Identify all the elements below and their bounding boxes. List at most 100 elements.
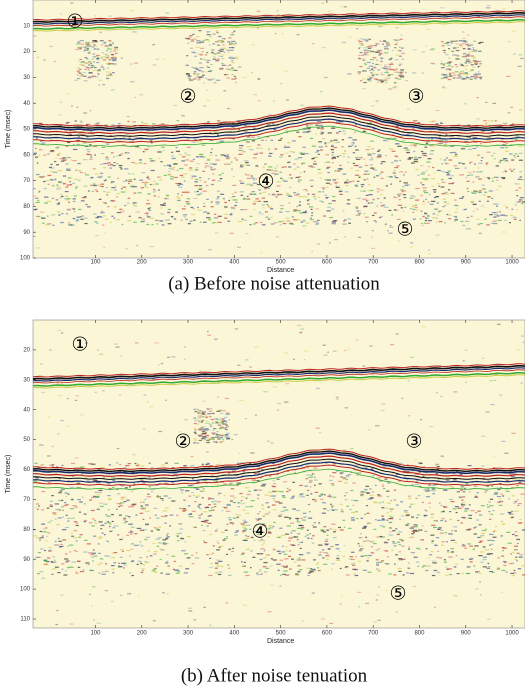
noise-speck [371, 45, 374, 46]
noise-speck [358, 237, 361, 238]
noise-speck [55, 624, 58, 625]
noise-speck [397, 568, 401, 569]
noise-speck [417, 566, 419, 567]
noise-speck [517, 156, 519, 157]
noise-speck [394, 47, 396, 48]
noise-speck [463, 54, 465, 55]
noise-speck [76, 525, 79, 526]
noise-speck [513, 169, 515, 170]
noise-speck [197, 482, 199, 483]
noise-speck [415, 188, 419, 189]
noise-speck [219, 547, 221, 548]
noise-speck [247, 184, 251, 185]
noise-speck [380, 194, 382, 195]
noise-speck [284, 352, 288, 353]
noise-speck [396, 42, 398, 43]
noise-speck [367, 178, 369, 179]
noise-speck [193, 526, 196, 527]
noise-speck [473, 49, 475, 50]
noise-speck [406, 479, 408, 480]
noise-speck [317, 172, 321, 173]
noise-speck [198, 70, 201, 71]
noise-speck [488, 137, 491, 138]
noise-speck [178, 523, 182, 524]
noise-speck [251, 191, 254, 192]
noise-speck [188, 223, 191, 224]
noise-speck [105, 157, 108, 158]
noise-speck [113, 156, 115, 157]
noise-speck [329, 623, 333, 624]
noise-speck [289, 178, 292, 179]
noise-speck [449, 486, 453, 487]
noise-speck [365, 603, 369, 604]
noise-speck [129, 556, 131, 557]
noise-speck [96, 62, 99, 63]
noise-speck [73, 505, 77, 506]
noise-speck [476, 97, 479, 98]
noise-speck [420, 165, 424, 166]
noise-speck [270, 140, 273, 141]
noise-speck [329, 184, 331, 185]
noise-speck [36, 247, 40, 248]
noise-speck [457, 491, 460, 492]
noise-speck [220, 437, 223, 438]
noise-speck [395, 554, 398, 555]
noise-speck [197, 207, 199, 208]
noise-speck [306, 478, 308, 479]
noise-speck [196, 552, 198, 553]
noise-speck [119, 566, 123, 567]
noise-speck [200, 193, 203, 194]
noise-speck [366, 40, 369, 41]
noise-speck [229, 37, 232, 38]
noise-speck [103, 191, 105, 192]
noise-speck [166, 561, 168, 562]
noise-speck [59, 114, 62, 115]
noise-speck [93, 184, 96, 185]
noise-speck [333, 179, 336, 180]
noise-speck [492, 178, 494, 179]
noise-speck [184, 346, 186, 347]
noise-speck [506, 532, 510, 533]
noise-speck [140, 505, 143, 506]
noise-speck [199, 188, 203, 189]
noise-speck [436, 392, 438, 393]
noise-speck [376, 536, 379, 537]
noise-speck [141, 122, 143, 123]
noise-speck [211, 169, 215, 170]
noise-speck [65, 191, 69, 192]
noise-speck [242, 219, 244, 220]
noise-speck [383, 205, 385, 206]
noise-speck [431, 551, 433, 552]
noise-speck [402, 398, 404, 399]
noise-speck [262, 197, 265, 198]
noise-speck [501, 592, 503, 593]
noise-speck [404, 477, 406, 478]
noise-speck [452, 508, 456, 509]
noise-speck [513, 572, 517, 573]
noise-speck [515, 190, 518, 191]
noise-speck [371, 105, 375, 106]
noise-speck [85, 46, 89, 47]
noise-speck [262, 484, 266, 485]
noise-speck [278, 570, 280, 571]
noise-speck [127, 116, 130, 117]
noise-speck [88, 69, 90, 70]
noise-speck [118, 563, 120, 564]
noise-speck [165, 220, 167, 221]
x-tick-label: 900 [461, 631, 472, 637]
noise-speck [147, 494, 150, 495]
noise-speck [286, 491, 289, 492]
noise-speck [385, 155, 387, 156]
noise-speck [380, 61, 382, 62]
noise-speck [422, 51, 425, 52]
noise-speck [196, 69, 200, 70]
noise-speck [444, 192, 448, 193]
noise-speck [184, 181, 186, 182]
noise-speck [155, 515, 157, 516]
noise-speck [491, 544, 494, 545]
noise-speck [222, 510, 224, 511]
noise-speck [48, 482, 51, 483]
noise-speck [302, 520, 306, 521]
noise-speck [417, 175, 419, 176]
noise-speck [452, 183, 454, 184]
